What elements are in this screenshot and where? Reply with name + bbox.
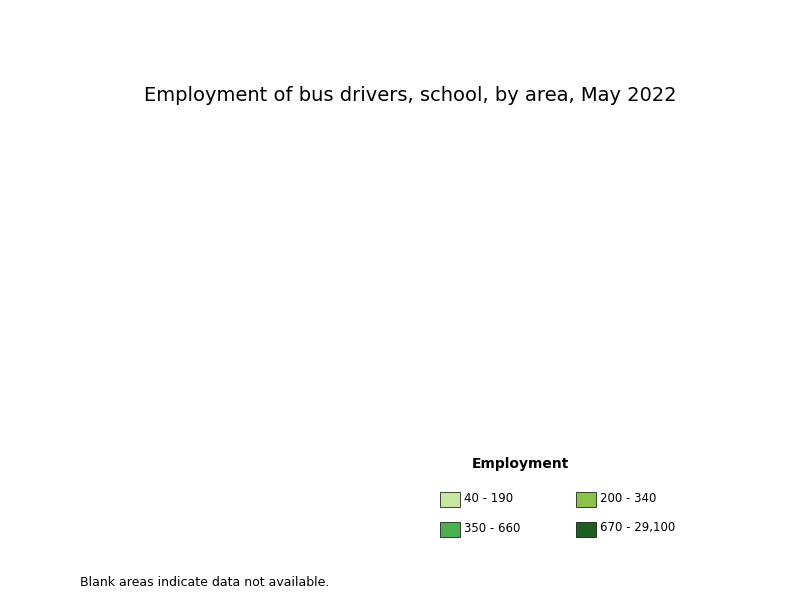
Text: 670 - 29,100: 670 - 29,100 [600,521,675,535]
Text: 200 - 340: 200 - 340 [600,491,656,505]
Text: Employment: Employment [471,457,569,471]
Text: Employment of bus drivers, school, by area, May 2022: Employment of bus drivers, school, by ar… [144,86,676,105]
Text: Blank areas indicate data not available.: Blank areas indicate data not available. [80,575,330,589]
Text: 350 - 660: 350 - 660 [464,521,520,535]
Text: 40 - 190: 40 - 190 [464,491,513,505]
